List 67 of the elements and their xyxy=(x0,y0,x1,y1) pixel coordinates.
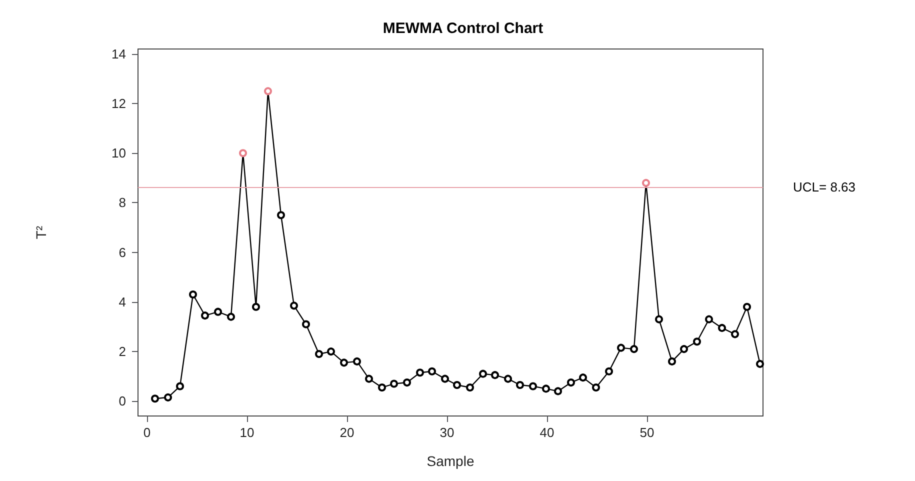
point xyxy=(466,383,474,392)
point xyxy=(655,315,663,324)
point xyxy=(642,178,650,187)
point xyxy=(453,381,461,389)
point xyxy=(491,371,499,380)
point xyxy=(176,382,184,390)
point xyxy=(403,378,411,387)
point xyxy=(227,312,235,321)
point xyxy=(327,348,335,356)
ref-line-label: UCL= 8.63 xyxy=(793,180,856,195)
y-axis-title: T² xyxy=(33,226,49,240)
x-tick-label: 10 xyxy=(240,425,254,440)
x-tick-label: 40 xyxy=(540,425,554,440)
point xyxy=(264,87,272,96)
point xyxy=(542,384,550,393)
point xyxy=(378,383,386,392)
y-tick-label: 0 xyxy=(118,394,126,409)
y-tick-label: 12 xyxy=(112,96,126,112)
point xyxy=(579,374,587,382)
point xyxy=(315,350,323,358)
y-tick-label: 8 xyxy=(118,195,126,210)
point xyxy=(516,381,524,389)
point xyxy=(554,387,562,396)
point xyxy=(416,368,424,377)
point xyxy=(390,380,398,388)
x-tick-label: 30 xyxy=(440,425,454,440)
point xyxy=(201,312,209,320)
point xyxy=(756,360,764,368)
point xyxy=(630,345,638,354)
point xyxy=(743,302,751,311)
chart-title: MEWMA Control Chart xyxy=(382,20,544,37)
x-axis-title: Sample xyxy=(426,453,474,469)
point xyxy=(214,308,222,316)
point xyxy=(731,330,739,338)
point xyxy=(680,345,688,354)
point xyxy=(705,315,713,324)
x-tick-label: 50 xyxy=(640,425,654,440)
point xyxy=(151,394,159,403)
point xyxy=(164,393,172,402)
point xyxy=(277,211,285,220)
point xyxy=(441,374,449,383)
y-tick-label: 6 xyxy=(118,244,126,260)
point xyxy=(605,367,613,376)
point xyxy=(252,302,260,311)
x-tick-label: 0 xyxy=(143,425,151,440)
point xyxy=(479,370,487,378)
x-tick-label: 20 xyxy=(340,425,354,440)
point xyxy=(693,338,701,346)
point xyxy=(668,357,676,366)
point xyxy=(504,374,512,383)
point xyxy=(365,374,373,383)
point xyxy=(529,382,537,390)
y-tick-label: 2 xyxy=(118,344,126,360)
point xyxy=(239,149,247,158)
y-tick-label: 4 xyxy=(118,294,126,310)
point xyxy=(353,357,361,366)
point xyxy=(567,378,575,387)
y-tick-label: 14 xyxy=(112,46,126,62)
point xyxy=(428,367,436,376)
point xyxy=(617,344,625,352)
y-tick-label: 10 xyxy=(112,146,126,161)
point xyxy=(718,324,726,332)
point xyxy=(290,302,298,310)
point xyxy=(189,290,197,298)
point xyxy=(302,320,310,328)
point xyxy=(592,383,600,392)
point xyxy=(340,358,348,367)
